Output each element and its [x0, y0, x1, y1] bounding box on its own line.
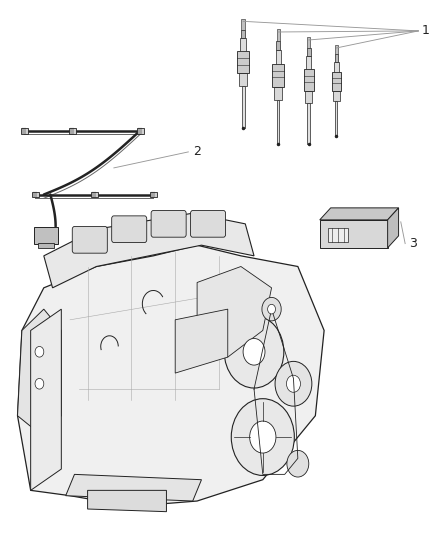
- Bar: [304, 69, 314, 91]
- Polygon shape: [18, 245, 324, 506]
- Circle shape: [287, 450, 309, 477]
- Polygon shape: [18, 309, 61, 437]
- Circle shape: [275, 361, 312, 406]
- Bar: [307, 48, 311, 56]
- Bar: [91, 191, 98, 197]
- Bar: [242, 86, 245, 128]
- Bar: [276, 41, 280, 50]
- Bar: [239, 74, 247, 86]
- Circle shape: [268, 304, 276, 314]
- Polygon shape: [31, 309, 61, 490]
- Bar: [276, 50, 281, 63]
- Circle shape: [262, 297, 281, 321]
- Bar: [21, 127, 28, 133]
- Text: 2: 2: [193, 146, 201, 158]
- Circle shape: [35, 378, 44, 389]
- Polygon shape: [320, 208, 399, 220]
- Bar: [336, 101, 338, 136]
- Polygon shape: [388, 208, 399, 248]
- Bar: [335, 54, 338, 62]
- FancyBboxPatch shape: [112, 216, 147, 243]
- Bar: [137, 127, 144, 133]
- Bar: [237, 52, 249, 74]
- Bar: [333, 91, 339, 101]
- Bar: [272, 63, 284, 86]
- Bar: [275, 86, 282, 100]
- Bar: [240, 38, 246, 52]
- Bar: [277, 100, 279, 144]
- Bar: [307, 103, 310, 144]
- Bar: [332, 72, 341, 91]
- Polygon shape: [320, 220, 388, 248]
- FancyBboxPatch shape: [191, 211, 226, 237]
- Polygon shape: [197, 266, 272, 357]
- Circle shape: [286, 375, 300, 392]
- Bar: [305, 91, 312, 103]
- Polygon shape: [88, 490, 166, 512]
- Bar: [335, 45, 338, 54]
- Bar: [69, 127, 76, 133]
- Bar: [334, 62, 339, 72]
- Circle shape: [243, 338, 265, 365]
- Circle shape: [250, 421, 276, 453]
- Bar: [241, 30, 245, 38]
- Circle shape: [231, 399, 294, 475]
- Bar: [276, 29, 280, 41]
- FancyBboxPatch shape: [72, 227, 107, 253]
- Bar: [241, 19, 245, 29]
- FancyBboxPatch shape: [151, 211, 186, 237]
- Bar: [307, 56, 311, 69]
- Bar: [150, 191, 157, 197]
- Polygon shape: [175, 309, 228, 373]
- Polygon shape: [44, 213, 254, 288]
- Text: 3: 3: [410, 237, 417, 250]
- Polygon shape: [66, 474, 201, 501]
- Bar: [34, 227, 58, 244]
- Text: 1: 1: [422, 25, 430, 37]
- Bar: [328, 228, 348, 242]
- Bar: [32, 191, 39, 197]
- Circle shape: [35, 346, 44, 357]
- Bar: [307, 37, 311, 48]
- Bar: [38, 243, 54, 248]
- Circle shape: [224, 316, 284, 388]
